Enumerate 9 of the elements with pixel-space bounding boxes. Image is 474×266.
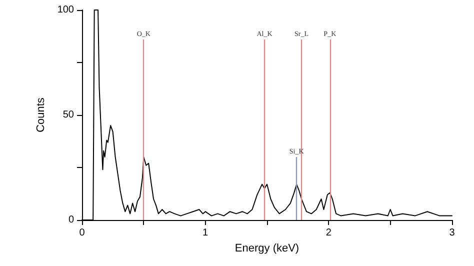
x-tick-label: 1	[202, 228, 209, 238]
x-tick-label: 2	[326, 228, 332, 238]
x-tick-label: 0	[79, 228, 86, 238]
y-tick-label: 100	[57, 4, 74, 16]
y-axis-title: Counts	[34, 97, 47, 132]
x-axis-title: Energy (keV)	[234, 242, 300, 254]
x-tick-label: 3	[449, 228, 456, 238]
y-tick-label: 0	[68, 214, 74, 226]
y-tick-label: 50	[62, 110, 74, 120]
